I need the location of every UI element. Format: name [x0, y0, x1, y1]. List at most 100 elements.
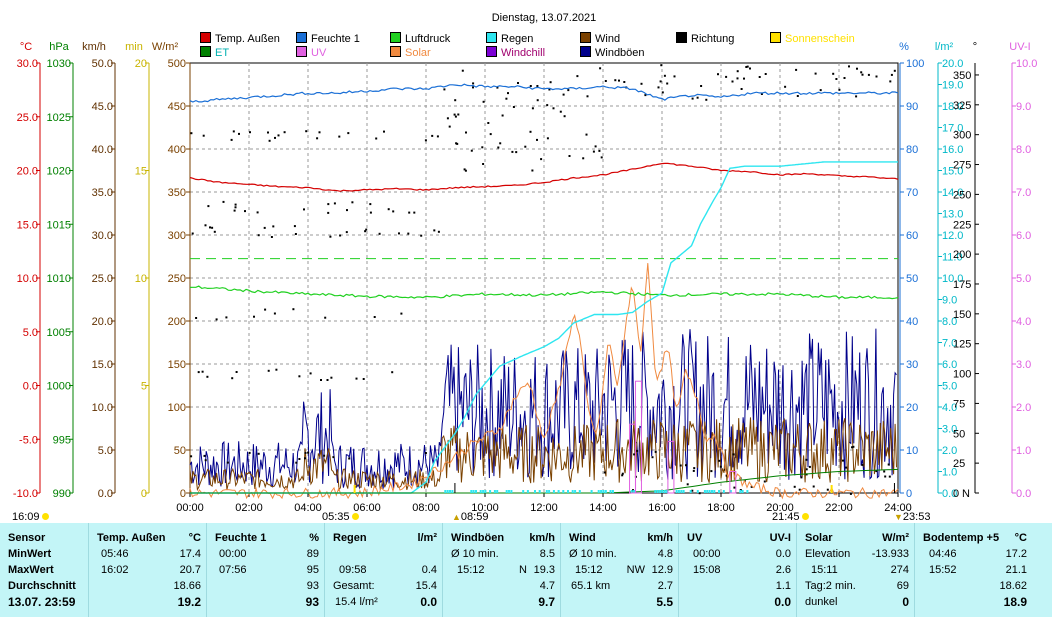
wind-unit: km/h [647, 532, 673, 544]
y-tick-label-rain: 1.0 [942, 467, 957, 479]
rain-bar [659, 490, 662, 493]
direction-dot [347, 132, 350, 135]
direction-dot [501, 114, 504, 117]
rain-bar [609, 490, 612, 493]
y-tick-label-humidity: 0 [906, 488, 912, 500]
y-tick-label-direction: 250 [953, 189, 971, 201]
y-tick-label-humidity: 20 [906, 402, 918, 414]
temp-current: 19.2 [177, 595, 201, 609]
legend-swatch [200, 32, 211, 43]
y-tick-label-humidity: 100 [906, 58, 924, 70]
event-marker: 05:35 [322, 511, 359, 523]
y-tick-label-wind: 30.0 [92, 230, 113, 242]
direction-dot [636, 449, 639, 452]
y-tick-label-rain: 20.0 [942, 58, 963, 70]
direction-dot [273, 312, 276, 315]
y-tick-label-temp: 25.0 [17, 112, 38, 124]
direction-dot [487, 122, 490, 124]
gusts-header: Windböen [451, 532, 505, 544]
gusts-avg10-value: 8.5 [539, 548, 555, 560]
legend-label: ET [215, 47, 230, 59]
rain-bar [661, 490, 664, 493]
humidity-min-value: 89 [306, 548, 319, 560]
direction-dot [233, 209, 236, 212]
rain-bar [475, 490, 477, 493]
humidity-header: Feuchte 1 [215, 532, 267, 544]
direction-dot [536, 85, 539, 87]
legend-swatch [296, 46, 307, 57]
y-tick-label-rain: 11.0 [942, 252, 963, 264]
direction-dot [272, 225, 275, 228]
soil-max-value: 21.1 [1005, 564, 1027, 576]
direction-dot [323, 454, 326, 457]
rain-bar [505, 490, 508, 493]
direction-dot [852, 445, 855, 448]
soil-avg-value: 18.62 [999, 580, 1027, 592]
y-tick-label-direction: 175 [953, 279, 971, 291]
direction-dot [568, 155, 571, 157]
humidity-current: 93 [305, 595, 319, 609]
y-tick-label-uv: 9.0 [1016, 101, 1031, 113]
temp-max-time: 16:02 [101, 564, 129, 576]
rain-bar [682, 490, 685, 493]
direction-dot [576, 75, 579, 78]
y-tick-label-rain: 4.0 [942, 402, 957, 414]
direction-dot [888, 475, 891, 478]
direction-dot [659, 80, 662, 83]
direction-dot [740, 88, 743, 90]
uv-bar [667, 440, 675, 494]
sun-icon [41, 513, 49, 520]
y-tick-label-humidity: 50 [906, 273, 918, 285]
y-tick-label-temp: 10.0 [17, 273, 38, 285]
event-symbol: ▲ [452, 512, 461, 522]
y-tick-label-direction: 100 [953, 369, 971, 381]
direction-dot [640, 82, 643, 85]
rain-bar [611, 490, 614, 493]
rain-bar [630, 490, 633, 493]
y-tick-label-uv: 5.0 [1016, 273, 1031, 285]
summary-panel: Sensor MinWert MaxWert Durchschnitt 13.0… [0, 523, 1052, 617]
rain-bar [510, 490, 513, 493]
y-axis-unit-uv: UV-I [1009, 41, 1030, 53]
legend-item: Luftdruck [390, 32, 450, 45]
direction-dot [355, 377, 358, 380]
direction-dot [481, 146, 484, 149]
y-tick-label-uv: 6.0 [1016, 230, 1031, 242]
direction-dot [621, 472, 624, 475]
legend-item: Feuchte 1 [296, 32, 360, 45]
legend-label: Solar [405, 47, 431, 59]
y-tick-label-humidity: 70 [906, 187, 918, 199]
direction-dot [304, 457, 306, 460]
legend-item: Windböen [580, 46, 645, 59]
direction-dot [197, 371, 200, 374]
rain-bar [604, 490, 607, 493]
direction-dot [842, 459, 844, 462]
direction-dot [482, 163, 485, 165]
legend-swatch [390, 46, 401, 57]
direction-dot [232, 130, 235, 133]
direction-dot [424, 139, 427, 142]
y-tick-label-direction: 350 [953, 70, 971, 82]
y-tick-label-rain: 8.0 [942, 316, 957, 328]
y-tick-label-solar: 400 [168, 144, 186, 156]
row-label-avg: Durchschnitt [8, 580, 76, 592]
x-tick-label: 20:00 [766, 502, 794, 511]
col-wind: Wind km/h Ø 10 min. 4.8 15:12 NW 12.9 65.1 k… [560, 523, 679, 617]
y-tick-label-wind: 10.0 [92, 402, 113, 414]
y-tick-label-rain: 0.0 [942, 488, 957, 500]
legend-label: Windböen [595, 47, 645, 59]
direction-dot [867, 73, 870, 76]
direction-dot [244, 210, 246, 213]
direction-dot [644, 94, 647, 97]
direction-dot [531, 169, 534, 172]
y-tick-label-wind: 15.0 [92, 359, 113, 371]
direction-dot [464, 169, 467, 172]
wind-avg10-value: 4.8 [657, 548, 673, 560]
direction-dot [209, 226, 211, 229]
direction-dot [603, 471, 606, 474]
direction-dot [685, 464, 687, 467]
wind-header: Wind [569, 532, 596, 544]
rain-bar [706, 490, 709, 493]
y-tick-label-direction-zero: N [962, 488, 970, 500]
y-tick-label-rain: 3.0 [942, 424, 957, 436]
